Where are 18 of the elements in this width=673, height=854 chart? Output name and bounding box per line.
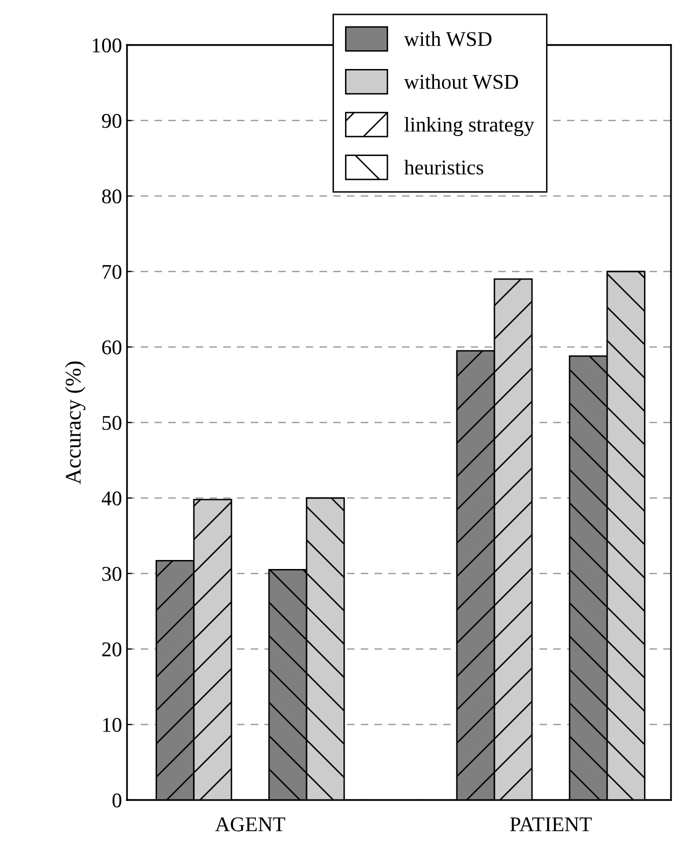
annotation: linking strategy xyxy=(404,117,534,136)
x-tick-label: PATIENT xyxy=(510,817,592,832)
y-tick-label: 70 xyxy=(102,264,122,279)
y-tick-label: 80 xyxy=(102,189,122,204)
y-axis-title: Accuracy (%) xyxy=(65,361,86,484)
annotation: heuristics xyxy=(404,160,484,175)
y-tick-label: 30 xyxy=(102,566,122,581)
y-tick-label: 20 xyxy=(102,642,122,656)
y-tick-label: 100 xyxy=(92,38,122,52)
y-tick-label: 40 xyxy=(102,491,122,506)
legend-label: without WSD xyxy=(404,74,518,90)
y-tick-label: 50 xyxy=(102,416,122,430)
y-tick-label: 90 xyxy=(102,114,122,128)
legend-label: with WSD xyxy=(404,31,492,46)
y-tick-label: 60 xyxy=(102,340,122,354)
x-tick-label: AGENT xyxy=(215,817,286,832)
y-tick-label: 10 xyxy=(103,718,122,732)
y-tick-label: 0 xyxy=(112,793,122,808)
